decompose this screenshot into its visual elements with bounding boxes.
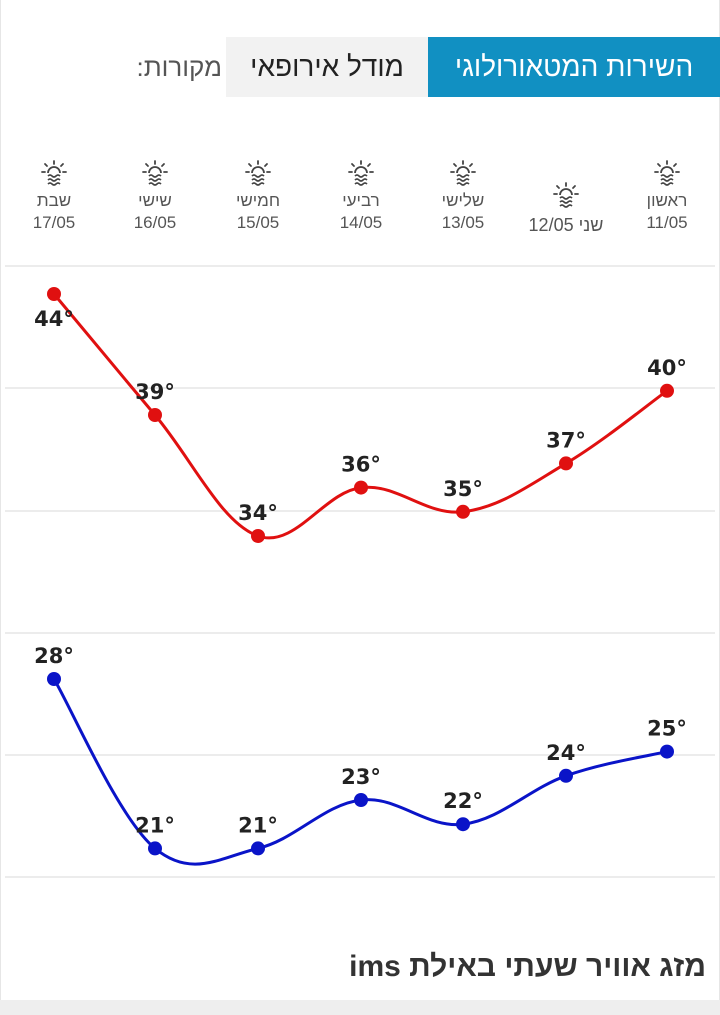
sun-haze-icon: [41, 160, 67, 186]
min-temperature-label: 21°: [238, 813, 278, 837]
max-temperature-point: [251, 529, 265, 543]
day-date: 16/05: [133, 213, 177, 232]
day-name: ראשון: [646, 191, 688, 210]
source-european-model-button[interactable]: מודל אירופאי: [226, 37, 428, 97]
min-temperature-label: 25°: [647, 717, 687, 741]
max-temperature-label: 39°: [135, 380, 175, 404]
min-temperature-point: [148, 841, 162, 856]
max-temperature-label: 37°: [546, 428, 586, 452]
source-ims-button[interactable]: השירות המטאורולוגי: [428, 37, 720, 97]
max-temperature-label: 36°: [341, 453, 381, 477]
day-date: 12/05: [528, 215, 574, 235]
max-temperature-label: 34°: [238, 501, 278, 525]
sun-haze-icon: [553, 182, 579, 208]
max-temperature-label: 44°: [34, 307, 74, 331]
day-name: חמישי: [235, 191, 281, 210]
max-temperature-point: [354, 480, 368, 495]
max-temperature-point: [660, 383, 674, 398]
min-temperature-point: [456, 817, 470, 832]
day-name: רביעי: [342, 191, 380, 210]
hourly-weather-title[interactable]: מזג אוויר שעתי באילת ims: [349, 950, 706, 983]
day-date: 14/05: [339, 213, 383, 232]
bottom-divider: [0, 1000, 720, 1015]
day-column: שני 12/05: [511, 180, 621, 236]
sun-haze-icon: [245, 160, 271, 186]
day-name: שלישי: [441, 191, 485, 210]
min-temperature-point: [47, 672, 61, 686]
sources-selector: מקורות: מודל אירופאי השירות המטאורולוגי: [126, 37, 720, 97]
days-header: ראשון 11/05 שני 12/05 שלישי 13/05 רביעי 14/05 ח…: [0, 150, 720, 260]
day-date: 13/05: [441, 213, 485, 232]
min-temperature-label: 22°: [443, 789, 483, 813]
day-date: 15/05: [236, 213, 280, 232]
min-temperature-point: [251, 841, 265, 856]
day-column: שישי 16/05: [100, 158, 210, 234]
max-temperature-point: [456, 504, 470, 519]
max-temperature-label: 35°: [443, 477, 483, 501]
sun-haze-icon: [450, 160, 476, 186]
day-date: 11/05: [646, 213, 688, 232]
max-temperature-line: [52, 293, 668, 540]
max-temperature-point: [559, 456, 573, 471]
day-column: שלישי 13/05: [408, 158, 518, 234]
day-column: חמישי 15/05: [203, 158, 313, 234]
sun-haze-icon: [348, 160, 374, 186]
min-temperature-label: 21°: [135, 813, 175, 837]
day-name: שני: [578, 215, 604, 235]
min-temperature-label: 28°: [34, 644, 74, 668]
min-temperature-point: [559, 768, 573, 783]
day-name: שישי: [138, 191, 172, 210]
sources-label: מקורות:: [136, 51, 222, 82]
max-temperature-label: 40°: [647, 356, 687, 380]
day-column: שבת 17/05: [0, 158, 109, 234]
day-column: ראשון 11/05: [612, 158, 720, 234]
min-temperature-label: 23°: [341, 765, 381, 789]
max-temperature-point: [47, 287, 61, 301]
sun-haze-icon: [142, 160, 168, 186]
min-temperature-point: [354, 793, 368, 807]
min-temperature-label: 24°: [546, 741, 586, 765]
max-temperature-point: [148, 408, 162, 422]
sun-haze-icon: [654, 160, 680, 186]
day-column: רביעי 14/05: [306, 158, 416, 234]
min-temperature-point: [660, 744, 674, 759]
day-name: שבת: [36, 191, 72, 210]
day-date: 17/05: [32, 213, 76, 232]
